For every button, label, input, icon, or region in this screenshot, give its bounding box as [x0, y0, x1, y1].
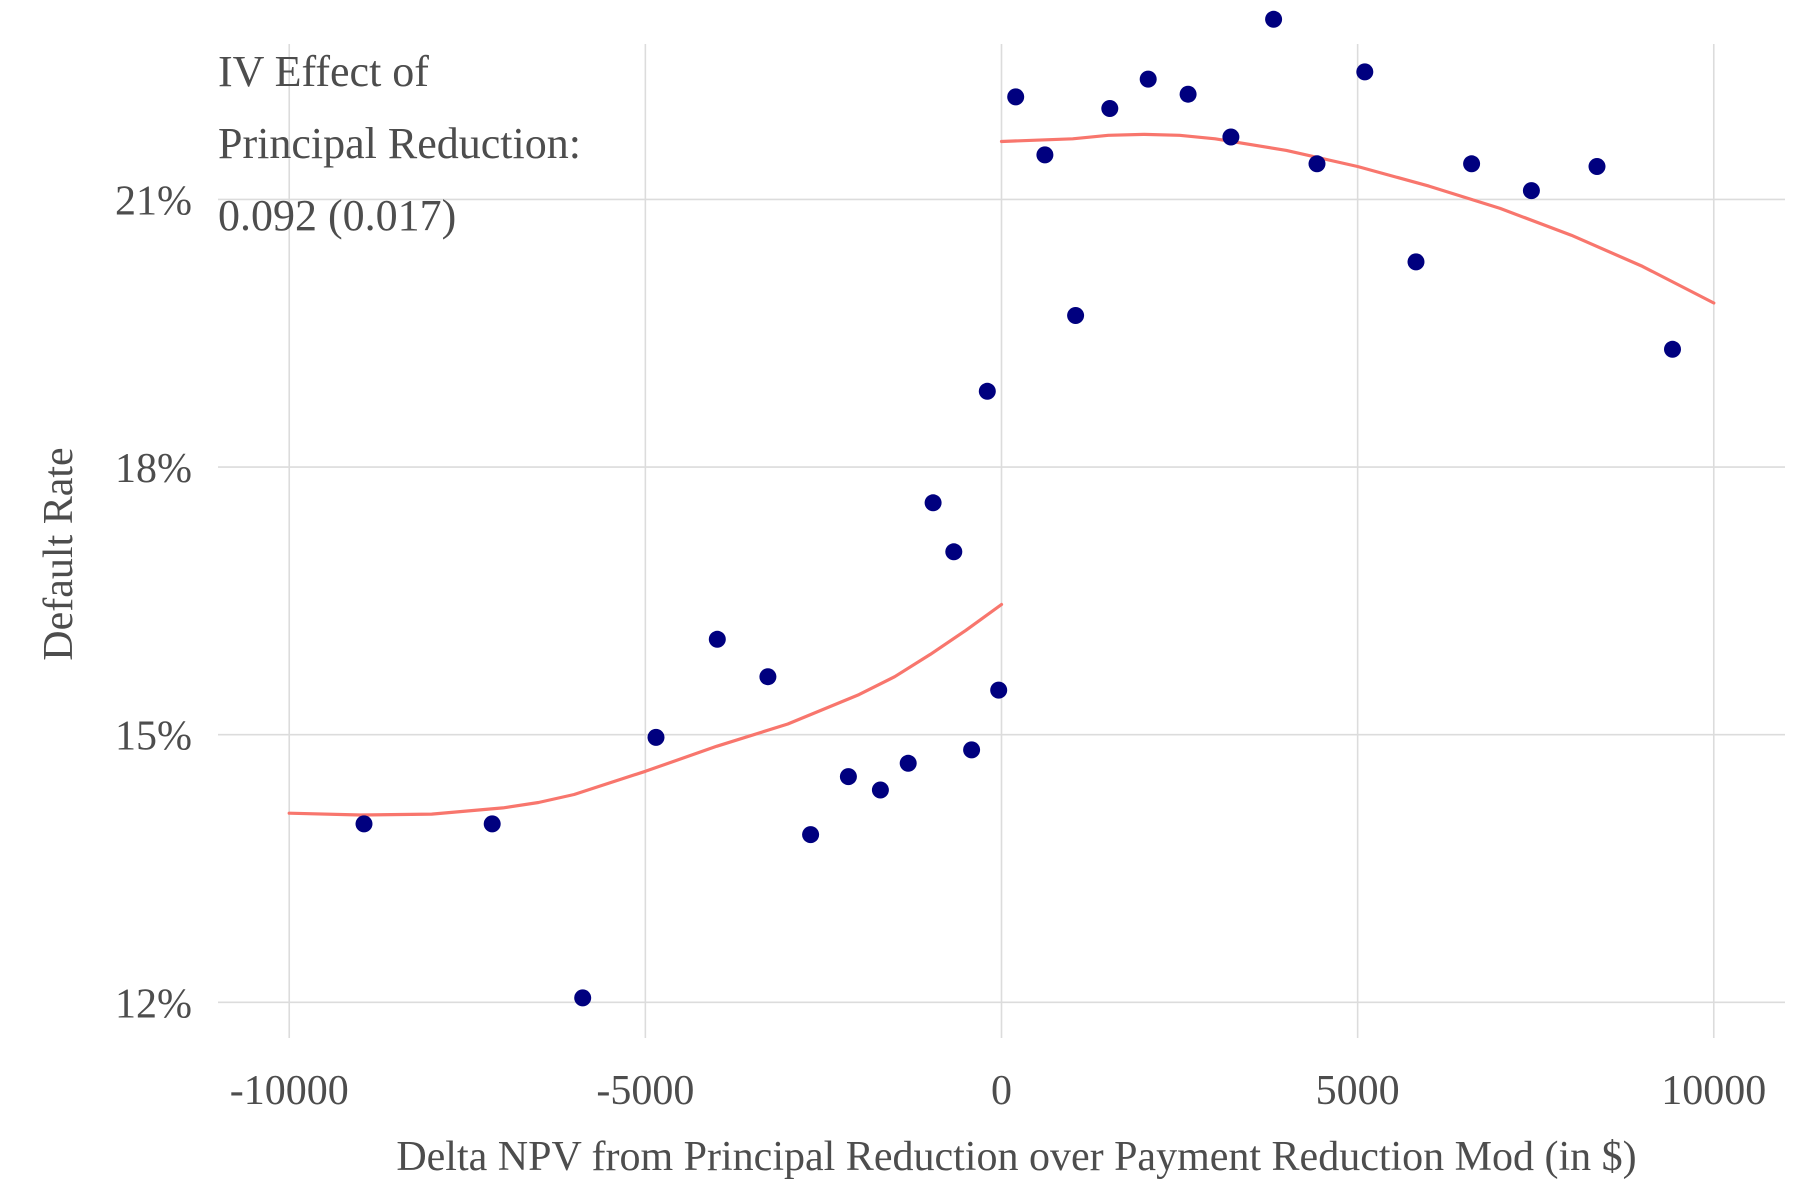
data-point: [1407, 253, 1425, 271]
y-tick-label: 12%: [115, 981, 192, 1027]
data-point: [1036, 146, 1054, 164]
point-layer: [355, 10, 1681, 1007]
data-point: [963, 741, 981, 759]
fit-layer: [287, 132, 1716, 817]
data-point: [899, 754, 917, 772]
x-axis-title: Delta NPV from Principal Reduction over …: [396, 1134, 1636, 1180]
data-point: [1588, 158, 1606, 175]
data-point: [945, 543, 963, 561]
data-point: [759, 668, 777, 686]
x-tick-label: -10000: [230, 1068, 349, 1114]
annotation-line-1: IV Effect of: [218, 47, 429, 96]
data-point: [1308, 155, 1326, 173]
data-point: [1664, 340, 1681, 358]
data-point: [647, 728, 665, 746]
data-point: [978, 382, 996, 400]
x-tick-label: 10000: [1661, 1068, 1766, 1114]
grid-layer: [218, 44, 1785, 1038]
y-tick-label: 21%: [115, 178, 192, 224]
x-tick-label: 5000: [1316, 1068, 1400, 1114]
fit-line-left: [287, 602, 1004, 817]
data-point: [1139, 70, 1157, 88]
data-point: [1067, 307, 1085, 324]
annotation-line-3: 0.092 (0.017): [218, 191, 456, 240]
data-point: [1522, 182, 1540, 200]
data-point: [483, 815, 501, 833]
data-point: [924, 494, 942, 512]
data-point: [990, 681, 1008, 699]
data-point: [1222, 128, 1240, 146]
x-tick-label: 0: [991, 1068, 1012, 1114]
data-point: [1179, 85, 1197, 103]
data-point: [839, 768, 857, 786]
data-point: [802, 826, 820, 844]
data-point: [1356, 63, 1374, 81]
tick-layer: -10000 -5000 0 5000 10000 12% 15% 18% 21%: [115, 178, 1766, 1114]
data-point: [1007, 88, 1025, 106]
fit-line-right: [999, 132, 1716, 305]
data-point: [1463, 155, 1481, 173]
data-point: [1265, 10, 1283, 28]
y-tick-label: 18%: [115, 446, 192, 492]
data-point: [871, 781, 889, 799]
data-point: [355, 815, 373, 833]
annotation-line-2: Principal Reduction:: [218, 119, 581, 168]
y-axis-title: Default Rate: [36, 447, 82, 660]
data-point: [708, 630, 726, 648]
data-point: [574, 989, 592, 1007]
y-tick-label: 15%: [115, 714, 192, 760]
data-point: [1101, 100, 1119, 117]
x-tick-label: -5000: [596, 1068, 694, 1114]
